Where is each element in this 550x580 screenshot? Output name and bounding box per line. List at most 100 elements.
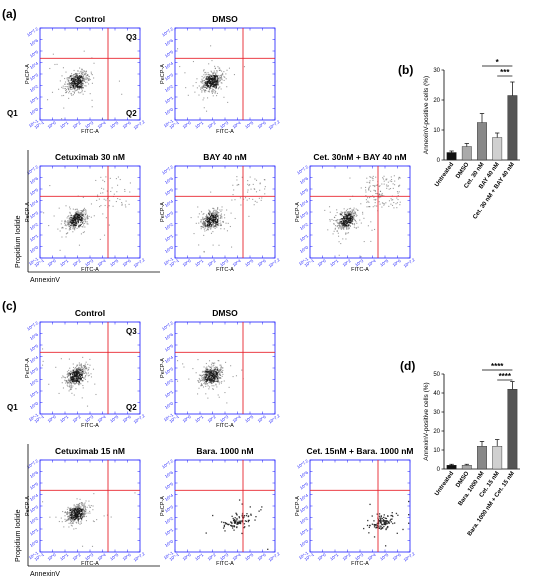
flow-event-dot <box>74 214 76 216</box>
flow-event-dot <box>79 507 81 509</box>
flow-y-tick-label: 10^0 <box>164 400 175 410</box>
flow-event-dot <box>203 228 205 230</box>
flow-event-dot <box>77 516 79 518</box>
flow-event-dot <box>343 224 345 226</box>
flow-event-dot <box>69 227 71 229</box>
flow-event-dot <box>207 227 209 229</box>
flow-event-dot <box>213 226 215 228</box>
flow-event-dot <box>380 515 382 517</box>
flow-event-dot <box>67 512 69 514</box>
flow-event-dot <box>95 179 97 182</box>
flow-x-tick-label: 10^3 <box>84 258 95 268</box>
flow-event-dot <box>206 221 208 223</box>
flow-event-dot <box>196 78 198 80</box>
flow-event-dot <box>362 213 364 215</box>
flow-event-dot <box>77 379 79 381</box>
flow-event-dot <box>220 228 222 230</box>
flow-event-dot <box>352 214 354 216</box>
flow-event-dot <box>48 383 50 385</box>
flow-event-dot <box>208 372 210 374</box>
flow-event-dot <box>85 73 87 75</box>
flow-y-tick-label: 10^7.2 <box>161 320 175 332</box>
flow-event-dot <box>59 249 61 251</box>
flow-event-dot <box>74 375 76 377</box>
flow-event-dot <box>200 374 202 377</box>
flow-event-dot <box>68 526 70 528</box>
flow-event-dot <box>49 516 51 518</box>
flow-event-dot <box>79 67 81 69</box>
flow-event-dot <box>78 227 80 229</box>
flow-event-dot <box>80 374 82 376</box>
flow-event-dot <box>220 78 222 80</box>
flow-x-tick-label: 10^5 <box>244 120 255 130</box>
bar <box>477 122 487 161</box>
flow-event-dot <box>78 244 81 246</box>
flow-event-dot <box>83 509 85 511</box>
flow-y-label: PeCP-A <box>295 202 301 222</box>
flow-event-dot <box>78 210 80 212</box>
flow-y-tick-label: 10^5 <box>29 49 40 59</box>
flow-event-dot <box>203 81 206 83</box>
flow-x-tick-label: 10^1 <box>194 552 205 562</box>
flow-event-dot <box>345 210 347 212</box>
flow-event-dot <box>347 211 349 213</box>
flow-event-dot <box>82 85 84 87</box>
flow-event-dot <box>212 77 214 79</box>
flow-event-dot <box>213 76 215 78</box>
flow-event-dot <box>84 378 87 380</box>
flow-event-dot <box>351 209 353 211</box>
flow-event-dot <box>63 376 65 378</box>
flow-event-dot <box>208 76 210 78</box>
flow-event-dot <box>209 366 211 368</box>
flow-event-dot <box>74 218 77 220</box>
flow-event-dot <box>67 224 69 226</box>
flow-event-dot <box>79 512 81 514</box>
flow-event-dot <box>77 74 79 76</box>
flow-event-dot <box>79 80 81 82</box>
flow-event-dot <box>76 506 78 508</box>
flow-event-dot <box>69 77 71 79</box>
flow-event-dot <box>204 374 206 376</box>
flow-event-dot <box>211 84 213 86</box>
flow-event-dot <box>393 175 395 177</box>
flow-y-tick-label: 10^7.2 <box>161 458 175 470</box>
flow-event-dot <box>84 370 86 372</box>
flow-event-dot <box>67 86 69 88</box>
flow-event-dot <box>211 362 213 364</box>
bar-y-tick-label: 10 <box>433 448 440 454</box>
flow-event-dot <box>78 364 80 366</box>
flow-event-dot <box>82 208 85 211</box>
flow-event-dot <box>68 386 70 388</box>
flow-event-dot <box>80 220 82 222</box>
flow-event-dot <box>373 520 375 522</box>
flow-event-dot <box>225 222 227 224</box>
flow-event-dot <box>340 228 342 230</box>
flow-event-dot <box>115 178 117 180</box>
flow-event-dot <box>65 71 67 73</box>
flow-event-dot <box>388 520 390 523</box>
flow-event-dot <box>68 224 70 226</box>
flow-event-dot <box>346 217 349 219</box>
flow-event-dot <box>205 380 207 382</box>
flow-event-dot <box>82 80 84 82</box>
flow-event-dot <box>73 375 75 377</box>
flow-event-dot <box>103 234 106 236</box>
flow-event-dot <box>383 195 385 197</box>
flow-event-dot <box>231 199 233 201</box>
flow-event-dot <box>346 216 348 218</box>
flow-event-dot <box>210 371 212 373</box>
flow-event-dot <box>202 222 204 224</box>
flow-event-dot <box>214 373 216 375</box>
flow-event-dot <box>86 214 89 216</box>
flow-event-dot <box>83 378 85 380</box>
flow-event-dot <box>66 513 68 515</box>
flow-event-dot <box>83 219 85 221</box>
flow-event-dot <box>72 90 74 93</box>
flow-event-dot <box>208 371 210 373</box>
flow-event-dot <box>78 383 80 385</box>
flow-event-dot <box>211 60 213 62</box>
flow-event-dot <box>67 88 70 91</box>
flow-event-dot <box>238 520 240 522</box>
flow-event-dot <box>386 523 388 525</box>
